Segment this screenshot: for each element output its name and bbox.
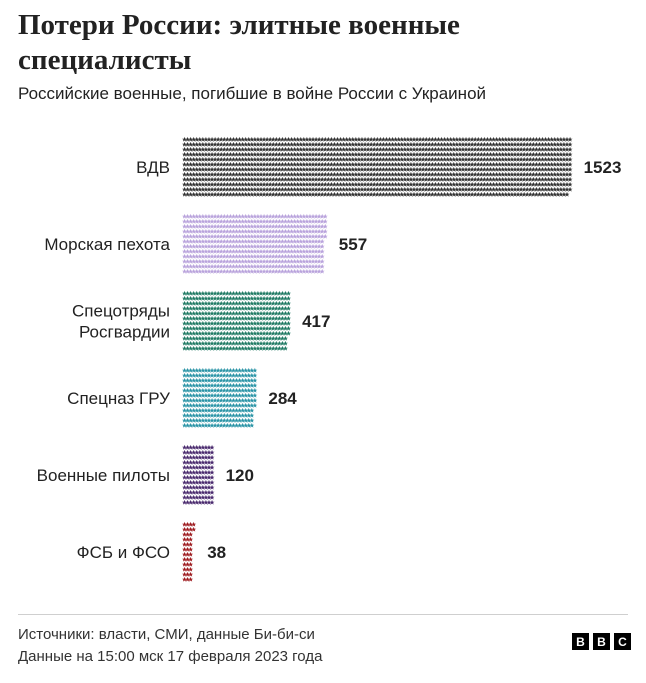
value-label: 38	[207, 543, 226, 562]
category-label: Морская пехота	[44, 235, 170, 254]
bbc-logo-letter: B	[593, 633, 610, 650]
bar-1	[182, 136, 573, 197]
bbc-logo: B B C	[572, 633, 631, 650]
chart-subtitle: Российские военные, погибшие в войне Рос…	[18, 84, 487, 103]
category-label: ВДВ	[136, 158, 170, 177]
category-label: Спецназ ГРУ	[67, 389, 170, 408]
value-label: 557	[339, 235, 367, 254]
category-label: ФСБ и ФСО	[77, 543, 170, 562]
data-timestamp: Данные на 15:00 мск 17 февраля 2023 года	[18, 648, 323, 665]
chart-title: Потери России: элитные военные специалис…	[18, 9, 460, 76]
value-label: 1523	[584, 158, 622, 177]
category-label: Военные пилоты	[37, 466, 170, 485]
bar-3	[182, 290, 292, 351]
bar-6	[182, 521, 197, 582]
bar-4	[182, 367, 258, 428]
value-label: 284	[268, 389, 297, 408]
bar-5	[182, 444, 215, 505]
bar-2	[182, 213, 328, 274]
bbc-logo-letter: B	[572, 633, 589, 650]
footer-divider	[18, 614, 628, 615]
pictogram-bar-chart: ВДВ Морская пехота Спецотряды Росгвардии Спе…	[37, 136, 622, 582]
source-note: Источники: власти, СМИ, данные Би-би-си	[18, 626, 315, 643]
bbc-logo-letter: C	[614, 633, 631, 650]
value-label: 417	[302, 312, 330, 331]
category-label: Спецотряды Росгвардии	[72, 302, 170, 342]
value-label: 120	[226, 466, 254, 485]
